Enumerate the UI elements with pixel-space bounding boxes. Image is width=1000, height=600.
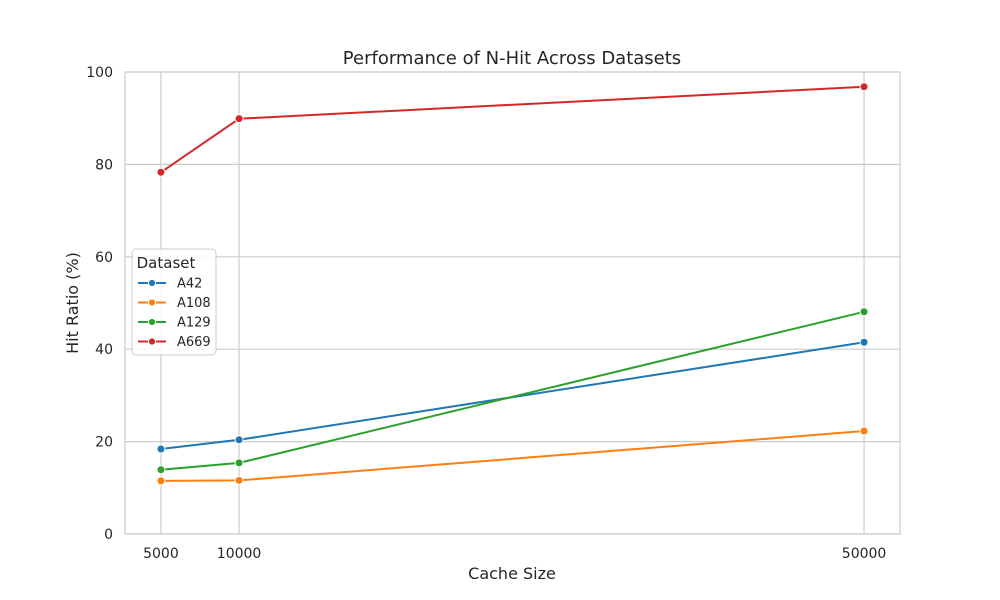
- data-point-a129: [859, 307, 869, 317]
- data-point-a42: [234, 435, 244, 445]
- plot-area: [124, 71, 901, 535]
- x-axis-title: Cache Size: [468, 564, 556, 583]
- legend-label-a108: A108: [177, 296, 211, 311]
- y-tick-label: 100: [86, 65, 113, 81]
- legend-box: [131, 248, 217, 356]
- data-point-a129: [234, 458, 244, 468]
- y-axis-ticks: 0 20 40 60 80 100: [86, 65, 113, 543]
- y-tick-label: 60: [95, 250, 113, 266]
- data-point-a42: [156, 444, 166, 454]
- legend: Dataset A42 A108 A129 A669: [131, 248, 217, 356]
- data-point-a42: [859, 337, 869, 347]
- data-point-a669: [156, 167, 166, 177]
- gridlines: [125, 71, 900, 535]
- legend-title: Dataset: [137, 254, 196, 272]
- y-tick-label: 0: [104, 527, 113, 543]
- legend-swatch-marker-a129: [147, 317, 157, 327]
- x-tick-label: 5000: [143, 546, 179, 562]
- legend-swatch-marker-a669: [147, 337, 157, 346]
- legend-label-a669: A669: [177, 335, 211, 350]
- data-point-a108: [859, 426, 869, 436]
- y-tick-label: 40: [95, 342, 113, 358]
- y-tick-label: 80: [95, 157, 113, 173]
- chart-title: Performance of N-Hit Across Datasets: [343, 48, 681, 69]
- data-point-a129: [156, 465, 166, 475]
- legend-swatch-marker-a42: [147, 278, 157, 288]
- data-point-a108: [156, 476, 166, 486]
- legend-label-a42: A42: [177, 277, 202, 292]
- x-tick-label: 50000: [842, 546, 887, 562]
- legend-swatch-marker-a108: [147, 298, 157, 307]
- y-tick-label: 20: [95, 435, 113, 451]
- data-point-a669: [234, 114, 244, 124]
- data-point-a108: [234, 475, 244, 485]
- x-axis-ticks: 5000 10000 50000: [143, 546, 886, 562]
- y-axis-title: Hit Ratio (%): [63, 252, 82, 354]
- legend-label-a129: A129: [177, 316, 211, 331]
- series-group: [156, 82, 869, 486]
- x-tick-label: 10000: [217, 546, 262, 562]
- data-point-a669: [859, 82, 869, 92]
